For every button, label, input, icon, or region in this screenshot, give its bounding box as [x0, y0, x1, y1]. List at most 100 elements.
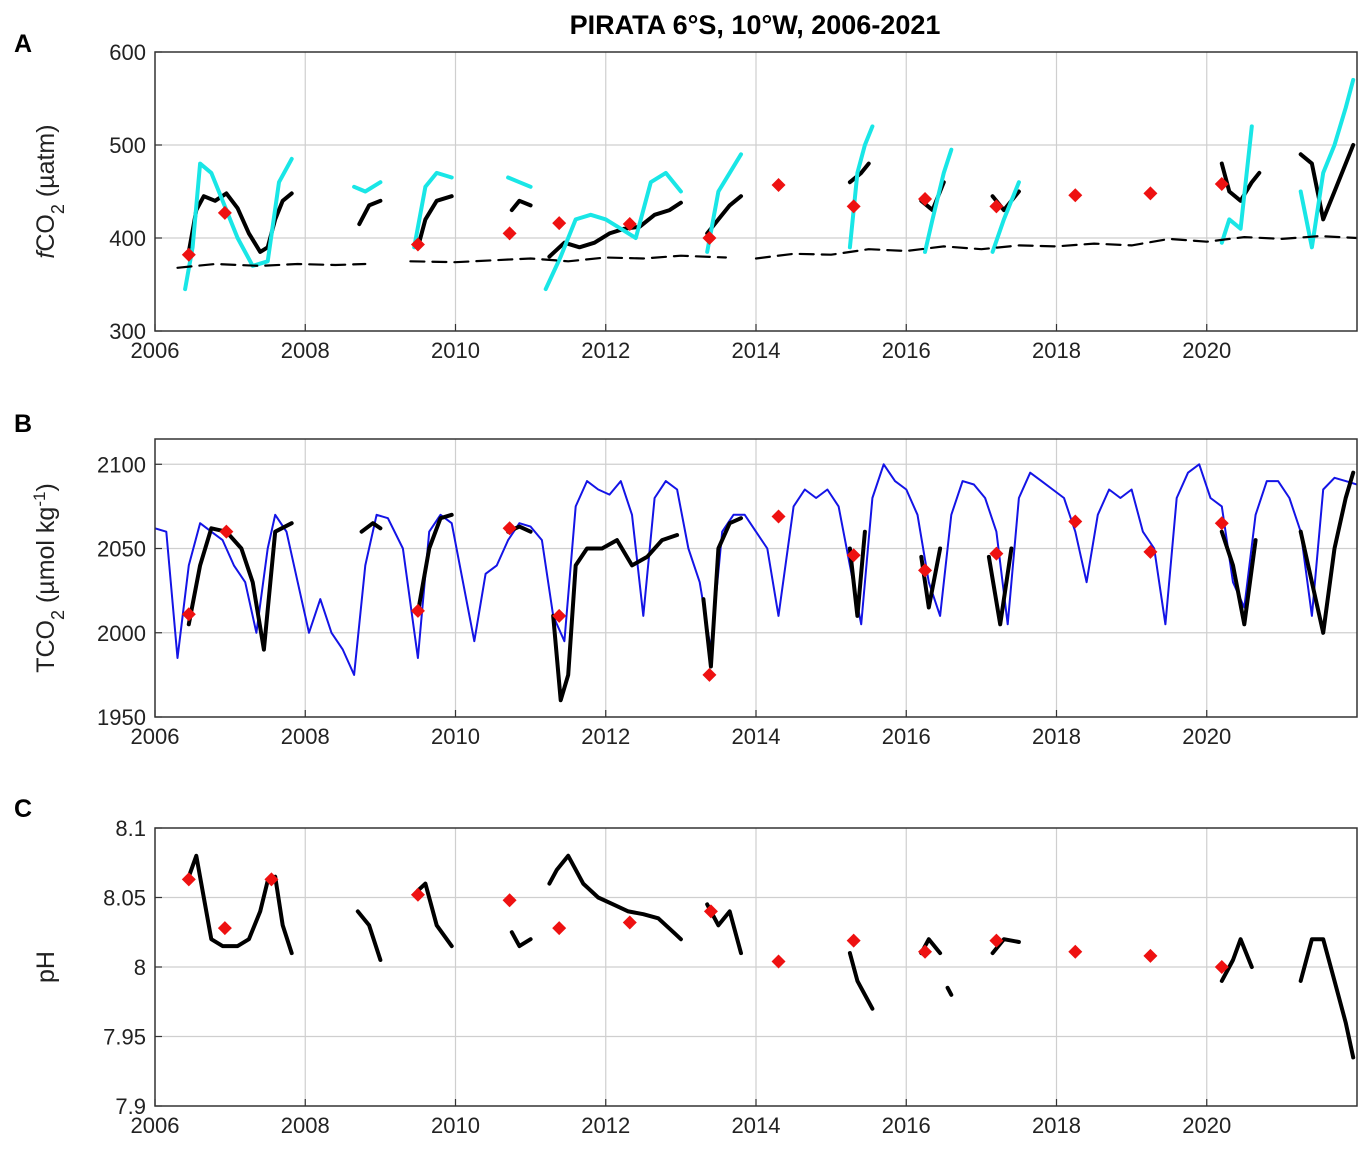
series-segment — [183, 156, 294, 292]
series-segment — [357, 198, 383, 227]
sample-marker — [552, 608, 567, 623]
y-tick-label: 300 — [109, 319, 146, 344]
sample-marker — [1143, 544, 1158, 559]
series-segment — [1219, 124, 1254, 245]
y-tick-label: 7.95 — [103, 1025, 146, 1050]
x-tick-label: 2014 — [732, 338, 781, 363]
discrete-sample-markers — [181, 177, 1229, 262]
sample-marker — [410, 887, 425, 902]
series-tco2-reconstruction — [155, 463, 1357, 676]
sample-marker — [989, 199, 1004, 214]
sample-marker — [918, 191, 933, 206]
series-segment — [415, 881, 454, 949]
sample-marker — [846, 548, 861, 563]
sample-marker — [771, 954, 786, 969]
sample-marker — [702, 667, 717, 682]
sample-marker — [217, 921, 232, 936]
y-tick-label: 7.9 — [115, 1094, 146, 1119]
gridlines — [155, 828, 1357, 1106]
x-tick-label: 2006 — [131, 1113, 180, 1138]
series-segment — [990, 180, 1021, 254]
series-segment — [1298, 937, 1356, 1060]
sample-marker — [1214, 177, 1229, 192]
series-segment — [701, 516, 743, 669]
series-segment — [1298, 470, 1356, 635]
series-segment — [352, 180, 383, 194]
panel-c: C 2006 2008 2010 2012 2014 2016 2018 2020 7.9 7.95… — [14, 795, 1358, 1138]
series-atmospheric-fco2 — [176, 235, 1357, 269]
panel-label: A — [14, 30, 32, 58]
series-segment — [359, 521, 383, 534]
sample-marker — [771, 177, 786, 192]
x-tick-label: 2012 — [581, 724, 630, 749]
y-tick-label: 8.05 — [103, 886, 146, 911]
sample-marker — [502, 893, 517, 908]
x-tick-label: 2018 — [1032, 338, 1081, 363]
discrete-sample-markers — [181, 872, 1229, 974]
sample-marker — [552, 921, 567, 936]
x-tick-label: 2010 — [431, 338, 480, 363]
y-tick-label: 400 — [109, 226, 146, 251]
y-tick-label: 1950 — [97, 705, 146, 730]
series-segment — [415, 194, 454, 250]
sample-marker — [918, 944, 933, 959]
sample-marker — [502, 521, 517, 536]
x-tick-label: 2020 — [1182, 338, 1231, 363]
series-segment — [509, 198, 533, 213]
sample-marker — [217, 205, 232, 220]
x-tick-label: 2016 — [882, 1113, 931, 1138]
x-tick-label: 2020 — [1182, 1113, 1231, 1138]
sample-marker — [918, 563, 933, 578]
y-tick-label: 2100 — [97, 452, 146, 477]
x-tick-label: 2014 — [732, 1113, 781, 1138]
y-axis-label: pH — [32, 951, 60, 983]
plot-area — [181, 853, 1356, 1060]
series-segment — [990, 937, 1021, 956]
series-segment — [847, 951, 875, 1011]
sample-marker — [552, 216, 567, 231]
x-tick-label: 2012 — [581, 1113, 630, 1138]
series-segment — [543, 170, 683, 292]
discrete-sample-markers — [181, 509, 1229, 682]
series-segment — [547, 200, 683, 259]
x-tick-label: 2018 — [1032, 1113, 1081, 1138]
series-segment — [409, 254, 728, 264]
sample-marker — [1068, 188, 1083, 203]
figure-title: PIRATA 6°S, 10°W, 2006-2021 — [570, 10, 941, 40]
sample-marker — [1068, 514, 1083, 529]
series-mooring-tco2-observed- — [186, 470, 1356, 703]
series-segment — [945, 985, 954, 997]
series-fco2-reconstruction — [183, 77, 1356, 292]
x-tick-label: 2010 — [431, 724, 480, 749]
sample-marker — [181, 607, 196, 622]
sample-marker — [1143, 186, 1158, 201]
y-tick-label: 500 — [109, 133, 146, 158]
plot-area — [155, 463, 1357, 703]
y-tick-label: 8.1 — [115, 816, 146, 841]
sample-marker — [989, 933, 1004, 948]
series-segment — [155, 463, 1357, 676]
x-tick-label: 2010 — [431, 1113, 480, 1138]
x-tick-label: 2020 — [1182, 724, 1231, 749]
series-segment — [186, 191, 270, 254]
sample-marker — [771, 509, 786, 524]
series-segment — [186, 853, 294, 956]
sample-marker — [1214, 960, 1229, 974]
sample-marker — [1143, 948, 1158, 963]
sample-marker — [703, 904, 718, 919]
series-segment — [506, 175, 533, 189]
y-tick-label: 2050 — [97, 537, 146, 562]
series-mooring-ph-observed- — [186, 853, 1356, 1060]
series-segment — [1219, 529, 1258, 627]
sample-marker — [264, 872, 279, 887]
tick-labels: 2006 2008 2010 2012 2014 2016 2018 2020 300 400 50… — [109, 40, 1231, 363]
x-tick-label: 2014 — [732, 724, 781, 749]
sample-marker — [702, 231, 717, 245]
sample-marker — [410, 237, 425, 252]
series-segment — [186, 521, 294, 652]
series-segment — [415, 512, 454, 615]
tick-labels: 2006 2008 2010 2012 2014 2016 2018 2020 7.9 7.95 8… — [103, 816, 1231, 1138]
series-segment — [847, 529, 867, 618]
sample-marker — [410, 603, 425, 618]
